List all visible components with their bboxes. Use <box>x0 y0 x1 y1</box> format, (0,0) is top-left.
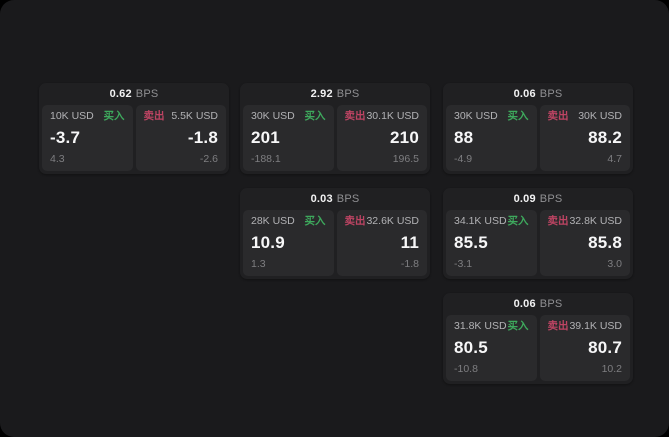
sell-side-label: 卖出 <box>143 110 165 122</box>
buy-quote-cell[interactable]: 28K USD 买入 10.9 1.3 <box>243 210 334 276</box>
buy-amount-label: 10K USD <box>50 110 94 122</box>
spread-value: 0.62 <box>109 88 132 100</box>
sell-side-label: 卖出 <box>344 215 366 227</box>
buy-delta-value: -4.9 <box>454 152 473 165</box>
quote-card: 0.06 BPS 31.8K USD 买入 80.5 -10.8 卖出 39.1… <box>443 293 633 384</box>
sell-amount-label: 32.8K USD <box>569 215 622 227</box>
sell-side-label: 卖出 <box>344 110 366 122</box>
sell-delta-value: 3.0 <box>607 257 622 270</box>
quote-card: 0.06 BPS 30K USD 买入 88 -4.9 卖出 30K USD <box>443 83 633 174</box>
spread-value: 0.03 <box>310 193 333 205</box>
spread-header: 0.06 BPS <box>443 83 633 105</box>
buy-delta-value: -188.1 <box>251 152 281 165</box>
buy-amount-label: 34.1K USD <box>454 215 507 227</box>
buy-price-value: 85.5 <box>454 233 488 252</box>
spread-header: 0.62 BPS <box>39 83 229 105</box>
spread-unit-label: BPS <box>539 88 563 100</box>
buy-delta-value: 1.3 <box>251 257 266 270</box>
buy-price-value: 80.5 <box>454 338 488 357</box>
buy-quote-cell[interactable]: 10K USD 买入 -3.7 4.3 <box>42 105 133 171</box>
buy-amount-label: 30K USD <box>454 110 498 122</box>
sell-amount-label: 39.1K USD <box>569 320 622 332</box>
buy-side-label: 买入 <box>304 215 326 227</box>
spread-value: 2.92 <box>310 88 333 100</box>
spread-header: 2.92 BPS <box>240 83 430 105</box>
spread-value: 0.06 <box>513 298 536 310</box>
sell-delta-value: 4.7 <box>607 152 622 165</box>
sell-price-value: 11 <box>400 233 419 252</box>
spread-unit-label: BPS <box>336 193 360 205</box>
sell-quote-cell[interactable]: 卖出 5.5K USD -1.8 -2.6 <box>135 105 226 171</box>
sell-side-label: 卖出 <box>547 320 569 332</box>
buy-quote-cell[interactable]: 31.8K USD 买入 80.5 -10.8 <box>446 315 537 381</box>
buy-price-value: -3.7 <box>50 128 81 147</box>
sell-quote-cell[interactable]: 卖出 32.8K USD 85.8 3.0 <box>539 210 630 276</box>
spread-unit-label: BPS <box>539 193 563 205</box>
buy-quote-cell[interactable]: 34.1K USD 买入 85.5 -3.1 <box>446 210 537 276</box>
spread-unit-label: BPS <box>539 298 563 310</box>
quote-card: 0.62 BPS 10K USD 买入 -3.7 4.3 卖出 5.5K USD <box>39 83 229 174</box>
quote-card: 0.03 BPS 28K USD 买入 10.9 1.3 卖出 32.6K US… <box>240 188 430 279</box>
buy-side-label: 买入 <box>103 110 125 122</box>
sell-price-value: 80.7 <box>588 338 622 357</box>
spread-value: 0.09 <box>513 193 536 205</box>
buy-price-value: 88 <box>454 128 474 147</box>
buy-amount-label: 30K USD <box>251 110 295 122</box>
sell-side-label: 卖出 <box>547 215 569 227</box>
buy-delta-value: -3.1 <box>454 257 473 270</box>
buy-side-label: 买入 <box>507 320 529 332</box>
sell-amount-label: 30.1K USD <box>366 110 419 122</box>
sell-delta-value: -2.6 <box>199 152 218 165</box>
spread-header: 0.03 BPS <box>240 188 430 210</box>
sell-amount-label: 30K USD <box>578 110 622 122</box>
buy-amount-label: 28K USD <box>251 215 295 227</box>
buy-price-value: 10.9 <box>251 233 285 252</box>
buy-side-label: 买入 <box>507 215 529 227</box>
spread-header: 0.09 BPS <box>443 188 633 210</box>
sell-quote-cell[interactable]: 卖出 30K USD 88.2 4.7 <box>539 105 630 171</box>
quote-card: 0.09 BPS 34.1K USD 买入 85.5 -3.1 卖出 32.8K… <box>443 188 633 279</box>
sell-price-value: 210 <box>390 128 419 147</box>
buy-amount-label: 31.8K USD <box>454 320 507 332</box>
sell-quote-cell[interactable]: 卖出 39.1K USD 80.7 10.2 <box>539 315 630 381</box>
sell-quote-cell[interactable]: 卖出 30.1K USD 210 196.5 <box>336 105 427 171</box>
sell-amount-label: 32.6K USD <box>366 215 419 227</box>
spread-unit-label: BPS <box>135 88 159 100</box>
sell-side-label: 卖出 <box>547 110 569 122</box>
buy-price-value: 201 <box>251 128 280 147</box>
sell-price-value: -1.8 <box>187 128 218 147</box>
sell-delta-value: 10.2 <box>601 362 622 375</box>
sell-amount-label: 5.5K USD <box>171 110 218 122</box>
sell-delta-value: 196.5 <box>392 152 419 165</box>
buy-side-label: 买入 <box>507 110 529 122</box>
sell-quote-cell[interactable]: 卖出 32.6K USD 11 -1.8 <box>336 210 427 276</box>
sell-delta-value: -1.8 <box>400 257 419 270</box>
spread-header: 0.06 BPS <box>443 293 633 315</box>
sell-price-value: 85.8 <box>588 233 622 252</box>
sell-price-value: 88.2 <box>588 128 622 147</box>
buy-delta-value: 4.3 <box>50 152 65 165</box>
buy-delta-value: -10.8 <box>454 362 478 375</box>
spread-unit-label: BPS <box>336 88 360 100</box>
spread-value: 0.06 <box>513 88 536 100</box>
buy-side-label: 买入 <box>304 110 326 122</box>
buy-quote-cell[interactable]: 30K USD 买入 88 -4.9 <box>446 105 537 171</box>
quote-card: 2.92 BPS 30K USD 买入 201 -188.1 卖出 30.1K … <box>240 83 430 174</box>
buy-quote-cell[interactable]: 30K USD 买入 201 -188.1 <box>243 105 334 171</box>
